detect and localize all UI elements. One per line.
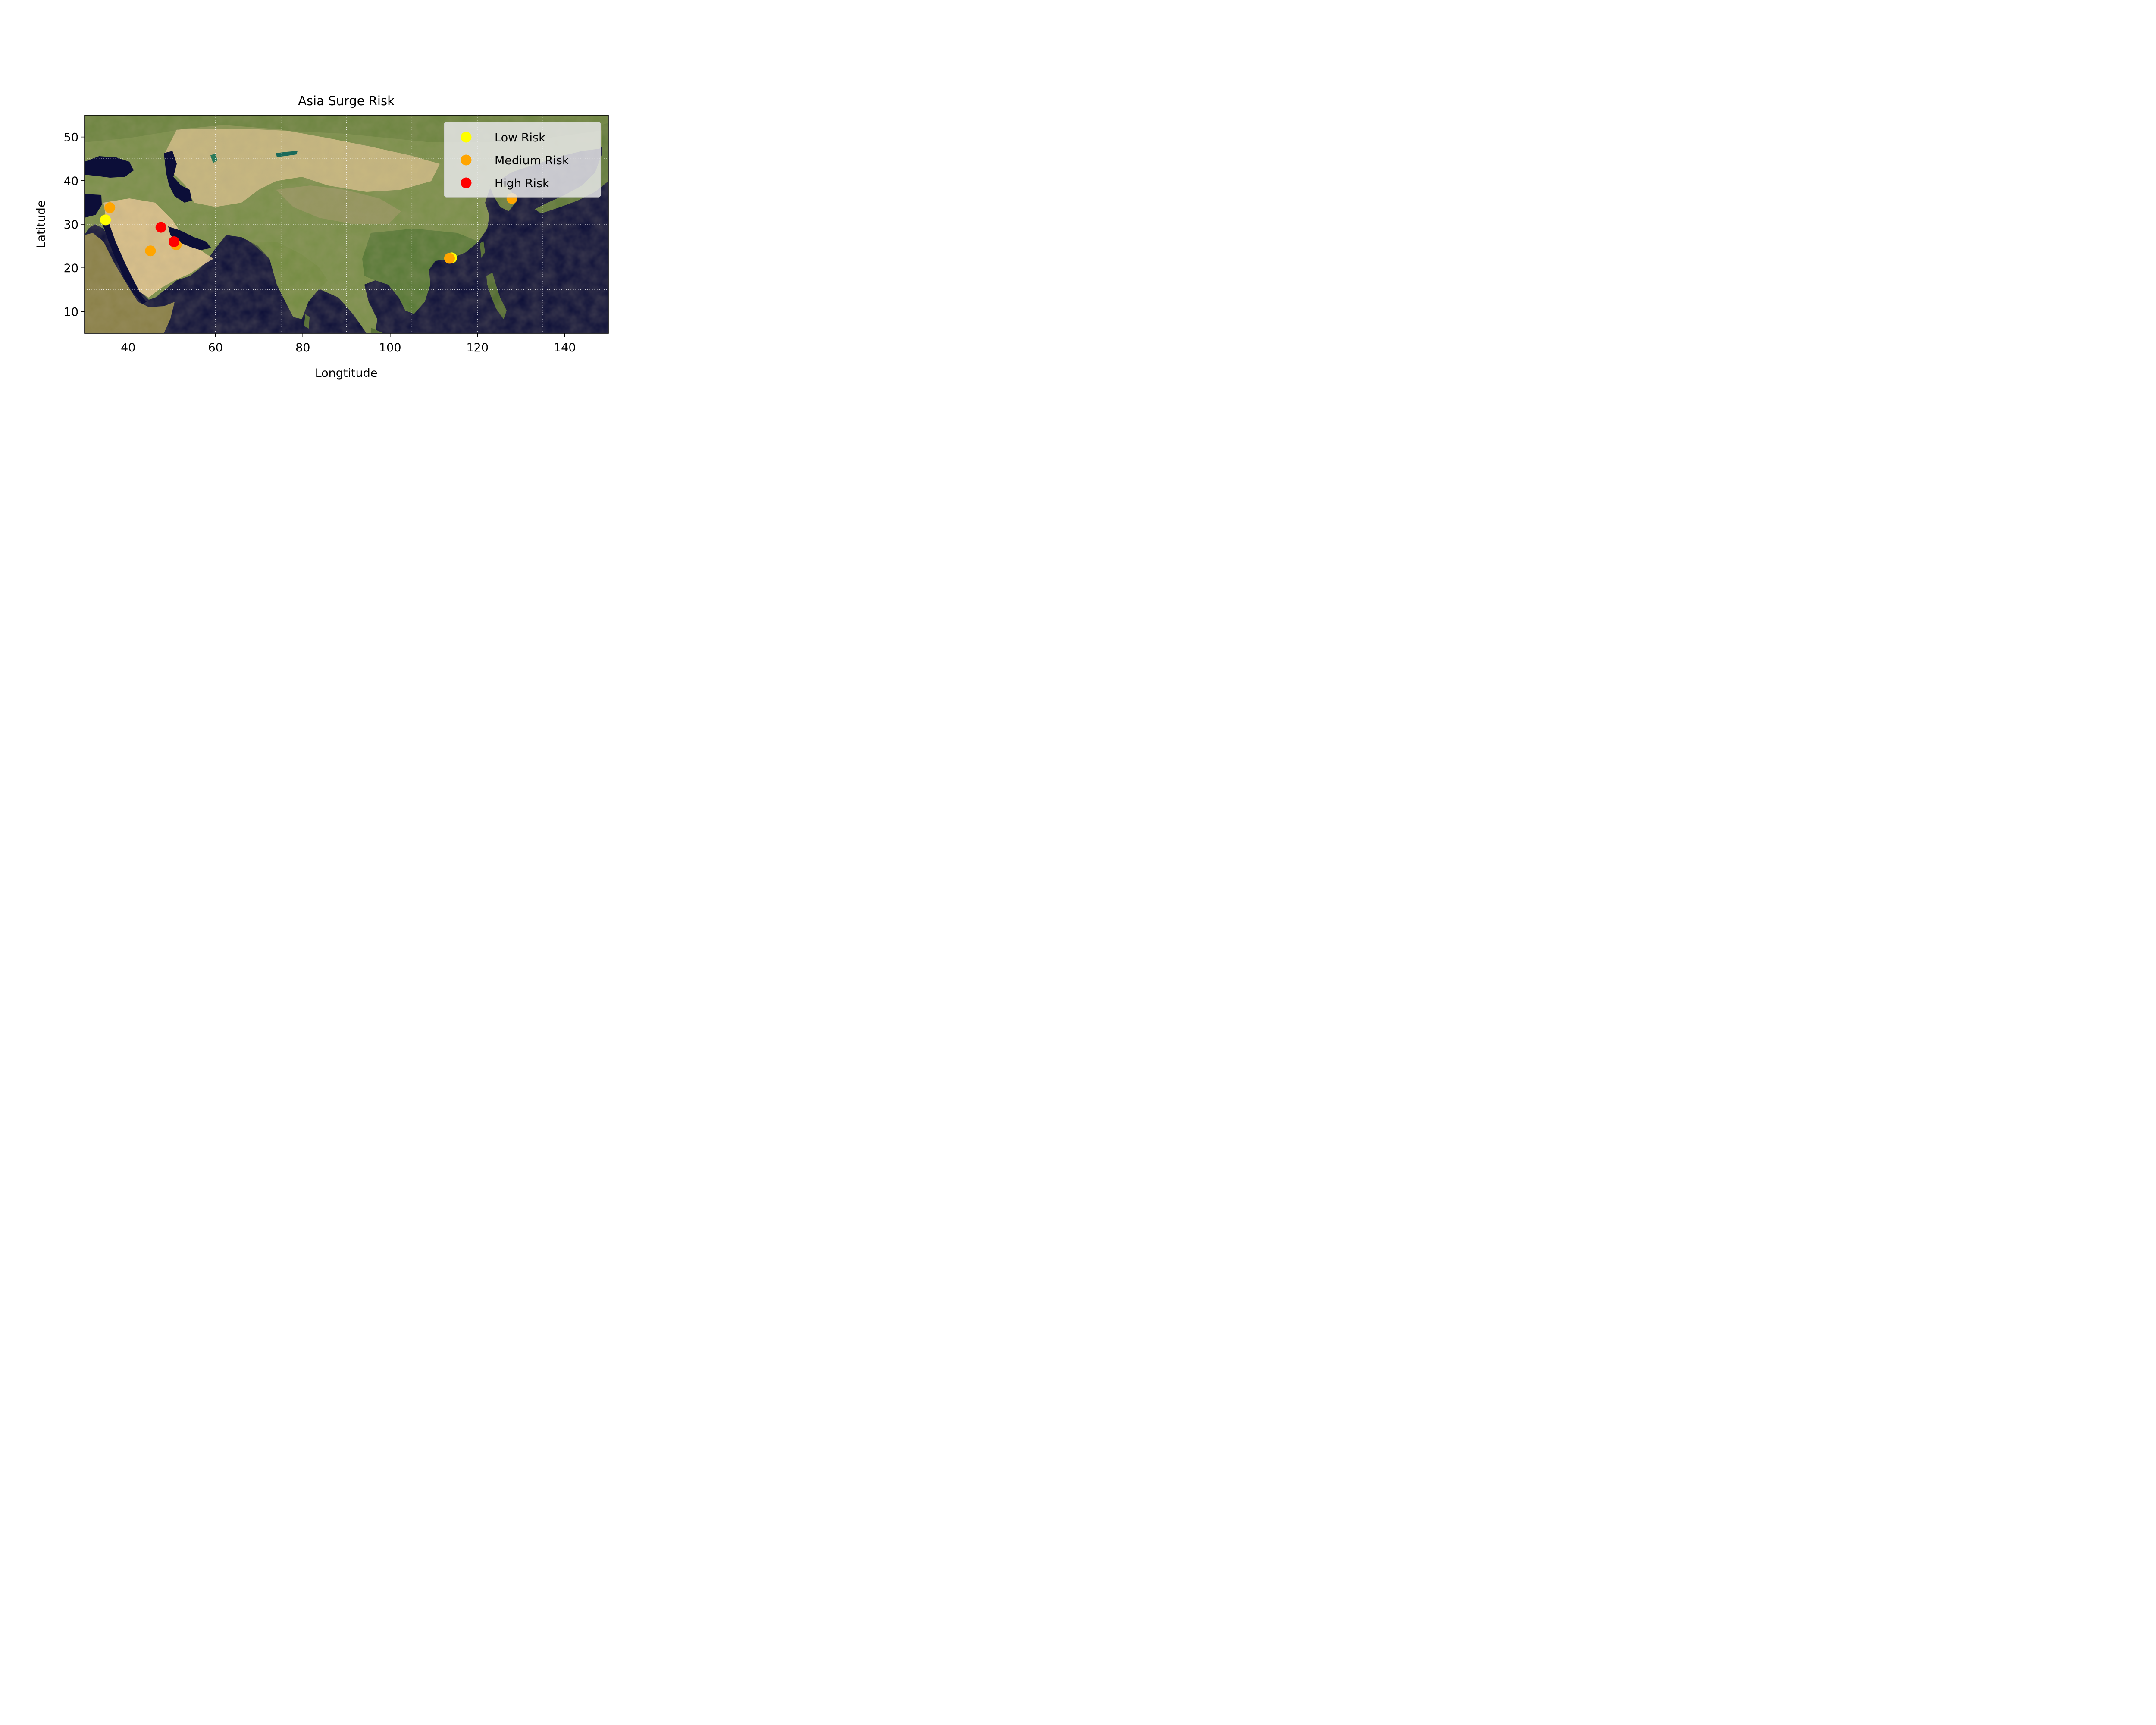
x-tick-label-140: 140 <box>554 341 576 354</box>
x-tick-label-40: 40 <box>121 341 135 354</box>
x-tick-label-80: 80 <box>295 341 310 354</box>
legend-marker-medium-risk <box>461 154 472 166</box>
x-tick-label-100: 100 <box>379 341 401 354</box>
legend-entries: Low Risk Medium Risk High Risk <box>461 131 569 190</box>
x-tick-label-120: 120 <box>466 341 489 354</box>
legend-marker-high-risk <box>461 177 472 188</box>
legend: Low Risk Medium Risk High Risk <box>444 122 601 198</box>
y-tick-label-10: 10 <box>64 305 78 319</box>
red-sea <box>102 218 147 304</box>
point-medium-risk-1 <box>104 202 116 213</box>
chart-canvas: Asia Surge Risk 4 <box>34 94 609 380</box>
point-medium-risk-4 <box>444 253 455 264</box>
legend-box <box>444 122 601 198</box>
chart-title: Asia Surge Risk <box>298 94 395 108</box>
point-medium-risk-2 <box>145 245 156 257</box>
y-axis-label: Latitude <box>34 200 48 248</box>
x-axis-label: Longtitude <box>315 367 378 380</box>
data-points <box>100 193 517 264</box>
black-sea <box>85 156 134 178</box>
legend-label-medium-risk: Medium Risk <box>495 154 569 167</box>
persian-gulf <box>168 226 211 250</box>
y-axis: 10 20 30 40 50 <box>64 131 85 319</box>
legend-label-high-risk: High Risk <box>495 177 549 190</box>
caspian-sea <box>164 151 192 203</box>
lake-balkhash <box>276 151 298 157</box>
legend-marker-low-risk <box>461 132 472 143</box>
point-high-risk-2 <box>169 236 180 247</box>
chart-figure: Asia Surge Risk 4 <box>0 0 667 451</box>
y-tick-label-30: 30 <box>64 218 78 232</box>
x-tick-label-60: 60 <box>208 341 223 354</box>
y-tick-label-20: 20 <box>64 262 78 275</box>
legend-label-low-risk: Low Risk <box>495 131 545 144</box>
x-axis: 40 60 80 100 120 140 <box>121 333 576 354</box>
point-high-risk-1 <box>155 222 166 233</box>
y-tick-label-50: 50 <box>64 131 78 144</box>
point-low-risk-1 <box>100 214 111 226</box>
y-tick-label-40: 40 <box>64 175 78 188</box>
mediterranean-sea <box>85 194 102 218</box>
